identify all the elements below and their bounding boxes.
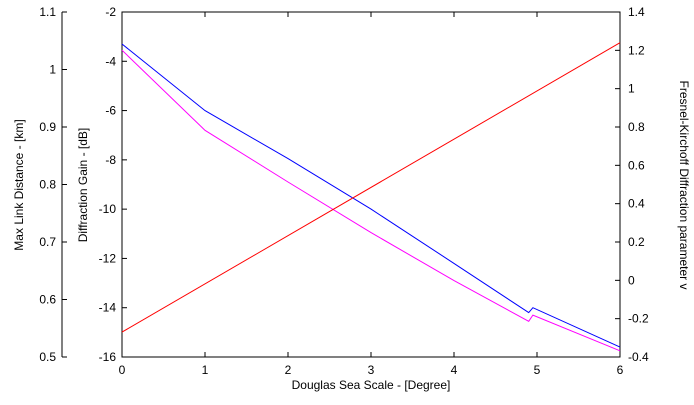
left-inner-y-tick-label: -6 — [105, 104, 116, 118]
left-inner-y-tick-label: -8 — [105, 153, 116, 167]
x-tick-label: 5 — [534, 363, 541, 377]
x-tick-label: 0 — [119, 363, 126, 377]
left-outer-y-tick-label: 1 — [49, 63, 56, 77]
left-outer-y-tick-label: 0.8 — [39, 178, 56, 192]
left-inner-y-tick-label: -2 — [105, 5, 116, 19]
right-y-tick-label: -0.4 — [628, 350, 649, 364]
x-tick-label: 2 — [285, 363, 292, 377]
left-inner-y-tick-label: -4 — [105, 54, 116, 68]
diffraction-gain-axis-label: Diffraction Gain - [dB] — [76, 128, 90, 243]
x-tick-label: 4 — [451, 363, 458, 377]
left-inner-y-tick-label: -12 — [99, 251, 117, 265]
x-tick-label: 3 — [368, 363, 375, 377]
series-layer — [121, 42, 621, 352]
right-y-tick-label: 0.2 — [628, 235, 645, 249]
left-outer-y-tick-label: 0.9 — [39, 120, 56, 134]
left-inner-y-tick-label: -10 — [99, 202, 117, 216]
series-line-1 — [121, 43, 621, 348]
right-y-tick-label: 0.6 — [628, 158, 645, 172]
left-outer-y-tick-label: 0.6 — [39, 293, 56, 307]
right-y-tick-label: 0.4 — [628, 197, 645, 211]
series-line-3 — [121, 42, 621, 333]
x-tick-label: 1 — [202, 363, 209, 377]
left-outer-y-tick-label: 0.7 — [39, 235, 56, 249]
x-axis-ticks: 0 1 2 3 4 5 6 — [119, 12, 624, 377]
fresnel-kirchoff-axis-label: Fresnel-Kirchoff Diffraction parameter v — [677, 81, 691, 290]
left-inner-y-tick-label: -14 — [99, 301, 117, 315]
right-y-tick-label: 1.4 — [628, 5, 645, 19]
left-inner-y-tick-label: -16 — [99, 350, 117, 364]
x-tick-label: 6 — [617, 363, 624, 377]
right-y-tick-label: 1.2 — [628, 43, 645, 57]
right-y-tick-label: -0.2 — [628, 312, 649, 326]
plot-area — [121, 11, 621, 358]
right-y-tick-label: 1 — [628, 82, 635, 96]
right-y-tick-label: 0 — [628, 273, 635, 287]
y-axis-ticks: 0.5 0.6 0.7 0.8 0.9 1 1.1 -16 -14 -12 -10 -8 -6 -4 -2 -… — [39, 5, 649, 364]
right-y-tick-label: 0.8 — [628, 120, 645, 134]
left-outer-y-tick-label: 0.5 — [39, 350, 56, 364]
series-line-2 — [121, 49, 621, 352]
max-link-distance-axis-label: Max Link Distance - [km] — [12, 119, 26, 250]
x-axis-label: Douglas Sea Scale - [Degree] — [292, 378, 451, 392]
left-outer-y-tick-label: 1.1 — [39, 5, 56, 19]
